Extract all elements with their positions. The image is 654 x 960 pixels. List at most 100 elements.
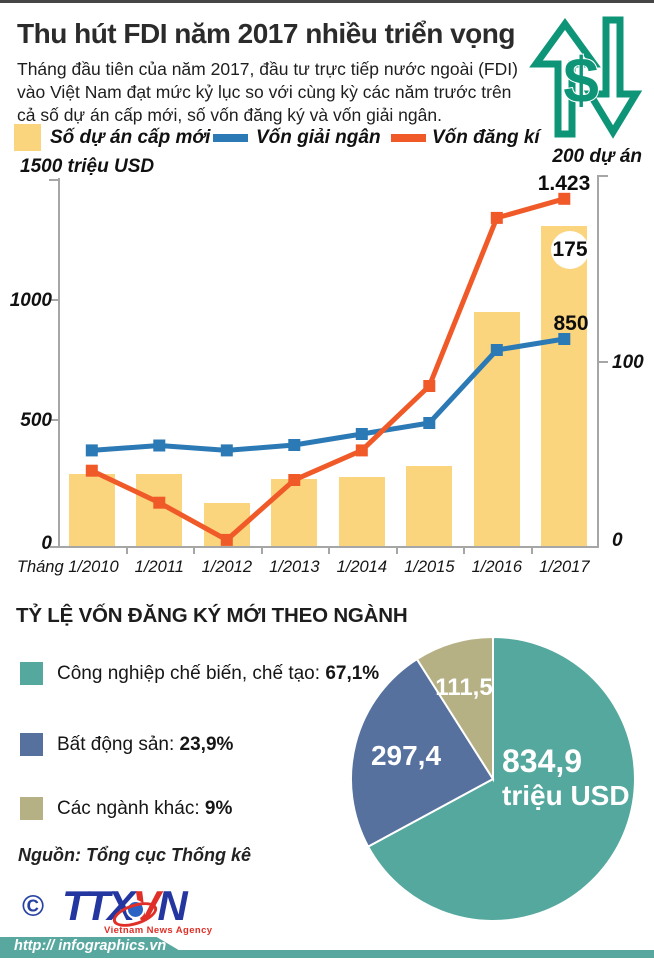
x-label-6: 1/2016 xyxy=(471,558,523,576)
intro-line-2: vào Việt Nam đạt mức kỷ lục so với cùng … xyxy=(17,82,512,103)
pie-svg xyxy=(350,636,636,922)
right-tick-label-0: 0 xyxy=(612,530,623,551)
marker-Vốn đăng kí-1/2016 xyxy=(490,211,503,224)
legend-label-orange-line: Vốn đăng kí xyxy=(432,127,540,148)
left-tick-label-1000: 1000 xyxy=(9,290,52,311)
marker-Vốn giải ngân-1/2012 xyxy=(220,444,233,457)
pie-slice-1 xyxy=(350,657,495,848)
pie-slice-0 xyxy=(366,636,636,922)
down-arrow-icon xyxy=(583,16,643,139)
marker-Vốn giải ngân-1/2015 xyxy=(423,417,436,429)
left-axis-line xyxy=(58,178,60,548)
x-label-7: 1/2017 xyxy=(539,558,590,576)
legend-label-blue-line: Vốn giải ngân xyxy=(256,127,381,148)
x-boundary-tick-5 xyxy=(395,547,398,554)
x-boundary-tick-4 xyxy=(328,547,330,554)
intro-text: Tháng đầu tiên của năm 2017, đầu tư trực… xyxy=(17,58,529,127)
pie-legend-item-khac: Các ngành khác: 9% xyxy=(20,797,232,820)
pie-legend-label: Bất động sản: 23,9% xyxy=(57,734,233,756)
pie-legend-pct: 9% xyxy=(204,797,233,819)
marker-Vốn đăng kí-1/2014 xyxy=(355,444,368,457)
footer-badge xyxy=(0,937,178,958)
annotation-von-giai-ngan-2017: 850 xyxy=(553,312,589,335)
pie-legend-swatch-teal xyxy=(20,662,43,685)
x-boundary-tick-2 xyxy=(193,547,195,554)
pie-value-blue: 297,4 xyxy=(370,740,442,771)
bar-Tháng 1/2010 xyxy=(68,473,115,547)
annotation-projects-2017: 175 xyxy=(551,231,589,269)
right-tick-200 xyxy=(597,175,608,177)
pie-legend-pct: 23,9% xyxy=(179,733,234,755)
pie-legend-text: Công nghiệp chế biến, chế tạo: xyxy=(57,662,326,684)
footer-url-link[interactable]: http:// infographics.vn xyxy=(14,938,167,954)
marker-Vốn giải ngân-1/2013 xyxy=(288,439,301,451)
top-border xyxy=(0,0,654,3)
x-label-0: Tháng 1/2010 xyxy=(16,558,119,576)
logo-subtext: Vietnam News Agency xyxy=(104,925,213,936)
x-boundary-tick-7 xyxy=(530,547,533,554)
marker-Vốn đăng kí-1/2011 xyxy=(153,496,166,509)
logo-ttx: TTX xyxy=(62,882,135,929)
pie-legend-label: Công nghiệp chế biến, chế tạo: 67,1% xyxy=(57,663,379,685)
ttxvn-logo: © TTXVN Vietnam News Agency xyxy=(16,882,216,936)
marker-Vốn đăng kí-1/2013 xyxy=(288,474,301,486)
x-boundary-tick-6 xyxy=(463,547,465,554)
line-Vốn giải ngân xyxy=(91,336,565,453)
legend-swatch-orange-line xyxy=(391,134,426,142)
combo-legend: Số dự án cấp mới Vốn giải ngân Vốn đăng … xyxy=(0,120,654,156)
lines-layer xyxy=(85,192,571,546)
marker-Vốn đăng kí-1/2012 xyxy=(220,533,233,546)
bar-1/2014 xyxy=(338,477,385,547)
pie-legend-text: Bất động sản: xyxy=(57,733,180,755)
line-Vốn đăng kí xyxy=(90,196,565,543)
left-axis-title: 1500 triệu USD xyxy=(20,156,155,177)
right-tick-label-100: 100 xyxy=(612,352,644,373)
combo-chart: 1500 triệu USD 200 dự án 1000 500 0 100 … xyxy=(9,146,644,576)
intro-line-1: Tháng đầu tiên của năm 2017, đầu tư trực… xyxy=(17,59,518,79)
right-axis-title: 200 dự án xyxy=(552,146,642,167)
left-tick-label-0: 0 xyxy=(41,533,52,554)
pie-value-teal-unit: triệu USD xyxy=(502,779,630,811)
marker-Vốn giải ngân-1/2016 xyxy=(490,344,503,356)
pie-section-title: TỶ LỆ VỐN ĐĂNG KÝ MỚI THEO NGÀNH xyxy=(16,604,408,627)
x-boundary-tick-3 xyxy=(260,547,263,554)
x-boundary-tick-1 xyxy=(125,547,128,554)
dollar-sign-icon: $ xyxy=(563,44,599,116)
left-tick-1000 xyxy=(49,299,58,301)
left-tick-500 xyxy=(49,419,58,421)
pie-legend-swatch-khaki xyxy=(20,797,43,820)
intro-line-3: cả số dự án cấp mới, số vốn đăng ký và v… xyxy=(17,105,442,126)
annotation-von-dang-ki-2017: 1.423 xyxy=(537,172,591,195)
source-note: Nguồn: Tổng cục Thống kê xyxy=(18,845,251,865)
logo-n: N xyxy=(157,882,187,929)
pie-legend-pct: 67,1% xyxy=(325,662,380,684)
marker-Vốn giải ngân-1/2011 xyxy=(153,439,166,452)
marker-Vốn đăng kí-Tháng 1/2010 xyxy=(85,464,98,477)
pie-value-teal-number: 834,9 xyxy=(502,743,583,779)
page-title: Thu hút FDI năm 2017 nhiều triển vọng xyxy=(17,18,515,49)
pie-value-khaki: 111,5 xyxy=(435,674,493,701)
pie-legend-label: Các ngành khác: 9% xyxy=(57,798,232,820)
marker-Vốn đăng kí-1/2017 xyxy=(558,192,571,205)
bar-1/2017 xyxy=(541,225,588,547)
marker-Vốn giải ngân-1/2017 xyxy=(558,333,571,345)
x-label-4: 1/2014 xyxy=(336,558,388,576)
bar-1/2015 xyxy=(406,466,453,547)
copyright-icon: © xyxy=(22,890,45,923)
pie-legend-swatch-blue xyxy=(20,733,43,756)
pie-slice-2 xyxy=(415,636,494,783)
x-label-3: 1/2013 xyxy=(269,558,320,576)
marker-Vốn giải ngân-Tháng 1/2010 xyxy=(85,444,98,457)
footer-strip xyxy=(0,950,654,958)
left-tick-label-500: 500 xyxy=(20,410,52,431)
pie-chart xyxy=(350,636,636,922)
pie-legend-item-cong-nghiep: Công nghiệp chế biến, chế tạo: 67,1% xyxy=(20,662,379,685)
dollar-up-down-arrows-icon: $ xyxy=(529,16,643,139)
right-tick-100 xyxy=(597,361,608,363)
x-label-2: 1/2012 xyxy=(201,558,253,576)
x-label-1: 1/2011 xyxy=(134,558,184,576)
marker-Vốn đăng kí-1/2015 xyxy=(423,380,436,392)
marker-Vốn giải ngân-1/2014 xyxy=(355,428,368,440)
up-arrow-icon xyxy=(529,18,601,138)
